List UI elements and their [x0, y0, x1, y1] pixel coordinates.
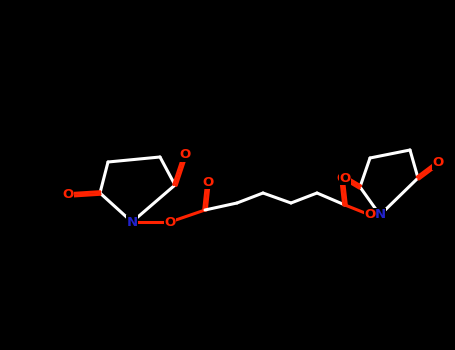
Text: O: O [339, 172, 351, 184]
Text: N: N [374, 209, 385, 222]
Text: O: O [62, 189, 74, 202]
Text: O: O [432, 156, 444, 169]
Text: O: O [164, 216, 176, 229]
Text: O: O [179, 148, 191, 161]
Text: O: O [336, 172, 348, 184]
Text: O: O [364, 209, 376, 222]
Text: N: N [126, 216, 137, 229]
Text: O: O [202, 175, 214, 189]
